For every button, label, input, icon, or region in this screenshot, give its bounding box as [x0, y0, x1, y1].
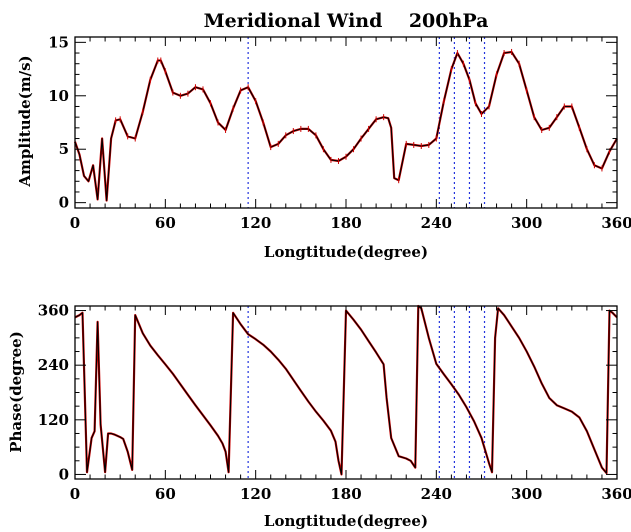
amplitude-series-underlay [73, 50, 618, 202]
phase-y-tick-label: 240 [38, 356, 69, 374]
phase-series-underlay [74, 304, 618, 476]
amplitude-x-tick-label: 60 [155, 214, 176, 232]
phase-x-tick-label: 300 [511, 485, 542, 503]
amplitude-y-tick-label: 0 [59, 194, 69, 212]
amplitude-series-line [74, 51, 618, 202]
phase-y-tick-label: 360 [38, 302, 69, 320]
phase-x-tick-label: 60 [155, 485, 176, 503]
phase-x-tick-label: 360 [601, 485, 631, 503]
amplitude-x-axis-label: Longtitude(degree) [264, 243, 428, 261]
phase-x-axis-label: Longtitude(degree) [264, 512, 428, 530]
phase-y-tick-label: 120 [38, 411, 69, 429]
amplitude-x-tick-label: 180 [330, 214, 361, 232]
phase-x-tick-label: 120 [240, 485, 271, 503]
amplitude-y-tick-label: 10 [48, 87, 69, 105]
amplitude-x-tick-label: 240 [421, 214, 452, 232]
phase-y-tick-label: 0 [59, 465, 69, 483]
chart-title: Meridional Wind 200hPa [204, 10, 489, 32]
amplitude-x-tick-label: 0 [70, 214, 80, 232]
phase-series-line [74, 305, 618, 475]
amplitude-panel: Meridional Wind 200hPa Longtitude(degree… [16, 10, 631, 261]
amplitude-x-tick-label: 120 [240, 214, 271, 232]
phase-x-tick-label: 0 [70, 485, 80, 503]
phase-panel: Longtitude(degree) Phase(degree) 0 60 120 1… [7, 302, 631, 530]
phase-y-axis-label: Phase(degree) [7, 331, 25, 453]
phase-x-tick-label: 180 [330, 485, 361, 503]
amplitude-y-tick-label: 5 [59, 140, 69, 158]
phase-x-tick-label: 240 [421, 485, 452, 503]
amplitude-y-tick-label: 15 [48, 33, 69, 51]
amplitude-x-tick-label: 300 [511, 214, 542, 232]
amplitude-x-tick-label: 360 [601, 214, 631, 232]
amplitude-y-axis-label: Amplitude(m/s) [16, 55, 34, 187]
